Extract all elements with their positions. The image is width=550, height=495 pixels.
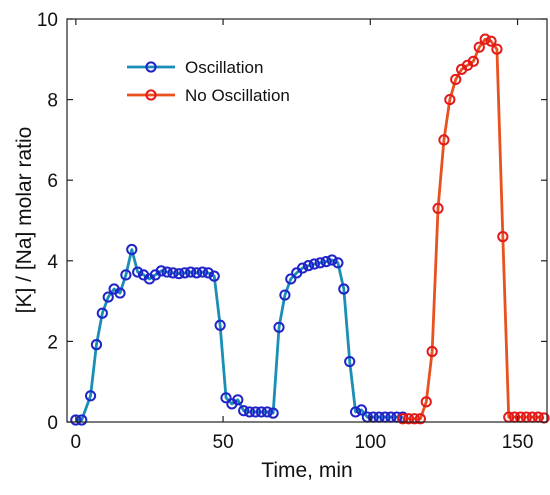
data-point: [161, 266, 173, 278]
x-axis-label: Time, min: [261, 459, 352, 482]
y-axis-label: [K] / [Na] molar ratio: [13, 127, 36, 314]
y-tick-label: 4: [47, 252, 58, 273]
data-point: [485, 35, 497, 47]
data-point: [267, 407, 279, 419]
data-point: [249, 406, 262, 418]
legend-label: Oscillation: [185, 58, 263, 77]
data-point: [344, 355, 356, 368]
data-point: [296, 262, 309, 274]
data-point: [326, 254, 338, 266]
data-point: [70, 414, 82, 426]
data-point: [432, 202, 444, 215]
data-point: [238, 405, 250, 417]
data-point: [302, 260, 315, 272]
legend-entry-1: No Oscillation: [127, 86, 290, 105]
data-point: [190, 267, 203, 279]
data-point: [491, 43, 503, 55]
data-point: [84, 390, 97, 402]
data-point: [261, 406, 273, 418]
legend-entry-0: Oscillation: [127, 58, 263, 77]
data-point: [408, 413, 421, 425]
data-point: [114, 287, 126, 299]
data-point: [185, 266, 197, 278]
data-point: [450, 73, 462, 86]
legend: Oscillation No Oscillation: [127, 58, 290, 105]
data-point: [202, 267, 214, 279]
legend-marker: [145, 89, 157, 101]
data-point: [96, 307, 108, 319]
x-tick-label: 50: [213, 432, 234, 453]
y-tick-label: 2: [47, 332, 58, 353]
axes-frame: [66, 18, 548, 423]
data-point: [414, 413, 426, 425]
data-point: [349, 406, 362, 418]
x-tick-label: 150: [502, 432, 534, 453]
data-point: [444, 94, 456, 106]
y-tick-label: 10: [37, 10, 58, 31]
x-tick-label: 0: [71, 432, 82, 453]
y-tick-label: 0: [47, 413, 58, 434]
data-point: [255, 406, 267, 418]
data-point: [355, 404, 368, 416]
data-point: [473, 41, 485, 53]
data-point: [438, 134, 450, 146]
data-point: [132, 266, 144, 278]
legend-marker: [145, 61, 157, 73]
data-point: [220, 392, 232, 404]
data-point: [120, 269, 132, 281]
data-point: [208, 270, 220, 282]
data-point: [126, 243, 138, 256]
data-point: [279, 289, 291, 301]
data-point: [479, 33, 491, 45]
data-point: [232, 394, 244, 406]
axes-layer: 0 50 100 150 0 2 4 6 8 10: [37, 10, 548, 453]
data-point: [214, 319, 226, 331]
data-point: [285, 273, 297, 285]
data-point: [102, 291, 114, 303]
data-point: [314, 257, 326, 269]
data-point: [397, 413, 409, 425]
data-point: [273, 321, 285, 333]
data-point: [76, 414, 88, 426]
data-point: [173, 268, 185, 280]
series-line-1: [402, 37, 545, 421]
data-point: [167, 267, 179, 279]
x-tick-label: 100: [354, 432, 386, 453]
data-point: [179, 267, 191, 279]
data-point: [497, 231, 509, 243]
data-point: [338, 283, 350, 295]
data-point: [320, 256, 332, 268]
legend-label: No Oscillation: [185, 86, 290, 105]
data-point: [426, 345, 438, 358]
data-point: [420, 396, 432, 408]
data-point: [243, 406, 256, 418]
data-point: [196, 266, 209, 278]
y-tick-label: 6: [47, 171, 58, 192]
data-point: [155, 265, 167, 277]
data-point: [308, 258, 320, 270]
data-point: [90, 339, 103, 351]
plot-area: [67, 19, 547, 422]
data-point: [403, 413, 415, 425]
y-tick-label: 8: [47, 91, 58, 112]
data-point: [467, 55, 479, 67]
data-point: [332, 257, 344, 269]
